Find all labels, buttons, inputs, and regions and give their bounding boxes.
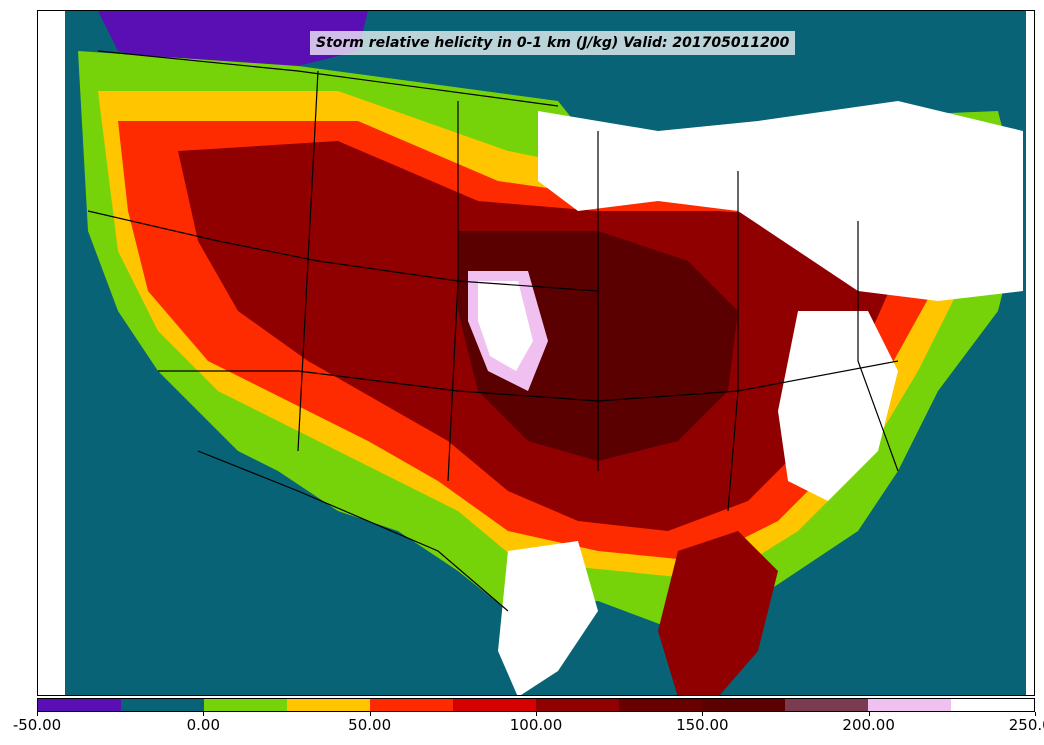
colorbar-segment (453, 699, 536, 711)
max-helicity-texas-coast (498, 541, 598, 695)
max-helicity-plains (478, 281, 533, 371)
colorbar-tick-label: 50.00 (348, 716, 392, 734)
colorbar-segment (785, 699, 868, 711)
colorbar-segment (951, 699, 1034, 711)
colorbar-segment (702, 699, 785, 711)
colorbar-segment (38, 699, 121, 711)
colorbar-segment (536, 699, 619, 711)
state-borders (87, 50, 899, 612)
gulf-darkred (658, 531, 778, 695)
max-helicity-east (778, 311, 898, 501)
colorbar-tick (369, 712, 371, 716)
colorbar-tick (203, 712, 205, 716)
colorbar-segment (619, 699, 702, 711)
colorbar-tick (868, 712, 870, 716)
colorbar-tick-label: -50.00 (12, 716, 62, 734)
colorbar (37, 698, 1035, 712)
colorbar-tick-label: 200.00 (842, 716, 895, 734)
helicity-map (38, 11, 1026, 695)
colorbar-segment (868, 699, 951, 711)
colorbar-tick-label: 0.00 (186, 716, 221, 734)
colorbar-tick (536, 712, 537, 716)
off-grid-area (38, 11, 65, 695)
colorbar-segment (121, 699, 204, 711)
colorbar-tick-label: 100.00 (509, 716, 563, 734)
map-panel: Storm relative helicity in 0-1 km (J/kg)… (37, 10, 1035, 696)
colorbar-segment (370, 699, 453, 711)
colorbar-tick (1035, 712, 1036, 716)
colorbar-tick (37, 712, 38, 716)
colorbar-segment (287, 699, 370, 711)
colorbar-segment (204, 699, 287, 711)
colorbar-tick-label: 150.00 (676, 716, 729, 734)
map-title: Storm relative helicity in 0-1 km (J/kg)… (310, 31, 796, 55)
colorbar-tick (702, 712, 704, 716)
colorbar-tick-label: 250.00 (1008, 716, 1044, 734)
max-helicity-northeast (538, 101, 1023, 301)
purple-region-north (98, 11, 368, 81)
